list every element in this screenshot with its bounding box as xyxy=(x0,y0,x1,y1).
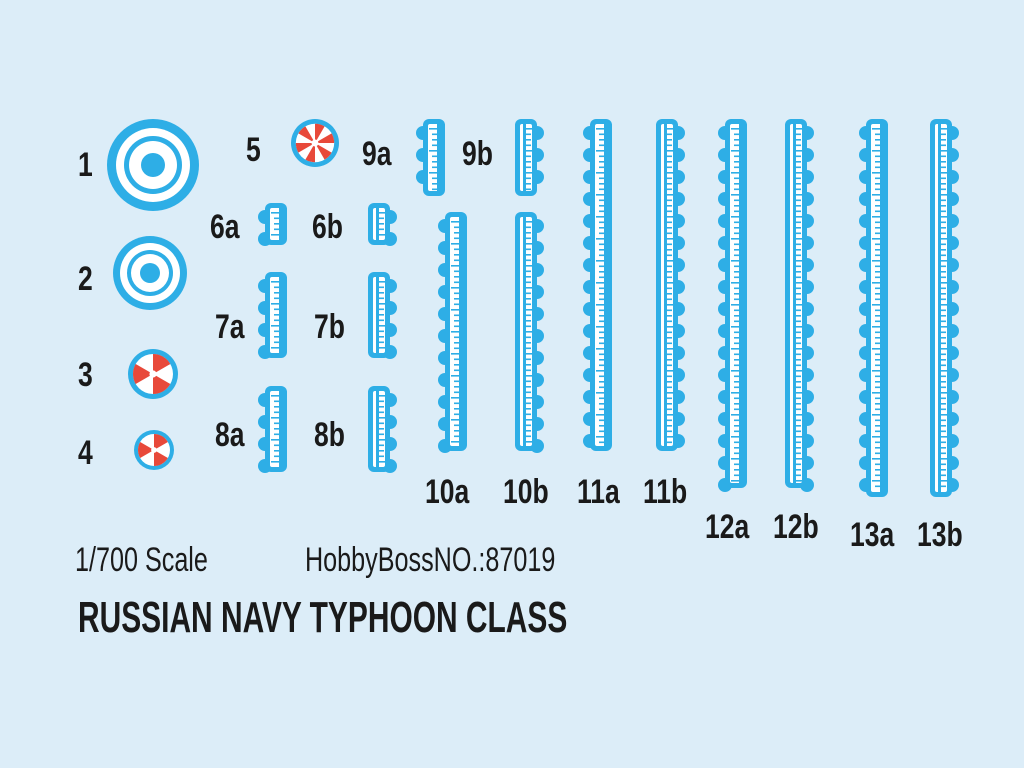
label-7b: 7b xyxy=(314,308,345,346)
label-12b: 12b xyxy=(773,508,819,546)
label-12a: 12a xyxy=(705,508,750,546)
label-6a: 6a xyxy=(210,208,240,246)
label-13a: 13a xyxy=(850,516,895,554)
decal-13a xyxy=(859,119,888,497)
label-2: 2 xyxy=(78,260,93,298)
label-8a: 8a xyxy=(215,416,245,454)
decal-12b xyxy=(785,119,814,492)
draft-mark-decals xyxy=(258,119,959,497)
product-number-text: HobbyBossNO.:87019 xyxy=(305,541,556,579)
decal-12a xyxy=(718,119,747,492)
label-9b: 9b xyxy=(462,135,493,173)
decal-9a xyxy=(416,119,445,196)
kit-title: RUSSIAN NAVY TYPHOON CLASS xyxy=(78,593,568,642)
label-11b: 11b xyxy=(643,473,688,511)
roundel-2-decal xyxy=(113,236,187,310)
label-5: 5 xyxy=(246,131,261,169)
decal-9b xyxy=(515,119,544,196)
label-8b: 8b xyxy=(314,416,345,454)
label-6b: 6b xyxy=(312,208,343,246)
label-10b: 10b xyxy=(503,473,549,511)
scale-text: 1/700 Scale xyxy=(75,541,208,579)
decal-11b xyxy=(656,119,685,451)
decal-10b xyxy=(515,212,544,453)
decal-7b xyxy=(368,272,397,359)
label-3: 3 xyxy=(78,356,93,394)
label-4: 4 xyxy=(78,434,93,472)
roundel-5-decal xyxy=(291,119,339,167)
decal-13b xyxy=(930,119,959,497)
decal-10a xyxy=(438,212,467,453)
decal-7a xyxy=(258,272,287,359)
decal-8b xyxy=(368,386,397,473)
label-7a: 7a xyxy=(215,308,245,346)
label-13b: 13b xyxy=(917,516,963,554)
roundel-4-decal xyxy=(134,430,174,470)
label-10a: 10a xyxy=(425,473,470,511)
roundel-3-decal xyxy=(128,349,178,399)
decal-11a xyxy=(583,119,612,451)
decal-6b xyxy=(368,203,397,246)
decal-8a xyxy=(258,386,287,473)
roundel-1-decal xyxy=(107,119,199,211)
decal-6a xyxy=(258,203,287,246)
label-11a: 11a xyxy=(577,473,620,511)
label-1: 1 xyxy=(78,146,93,184)
label-9a: 9a xyxy=(362,135,392,173)
